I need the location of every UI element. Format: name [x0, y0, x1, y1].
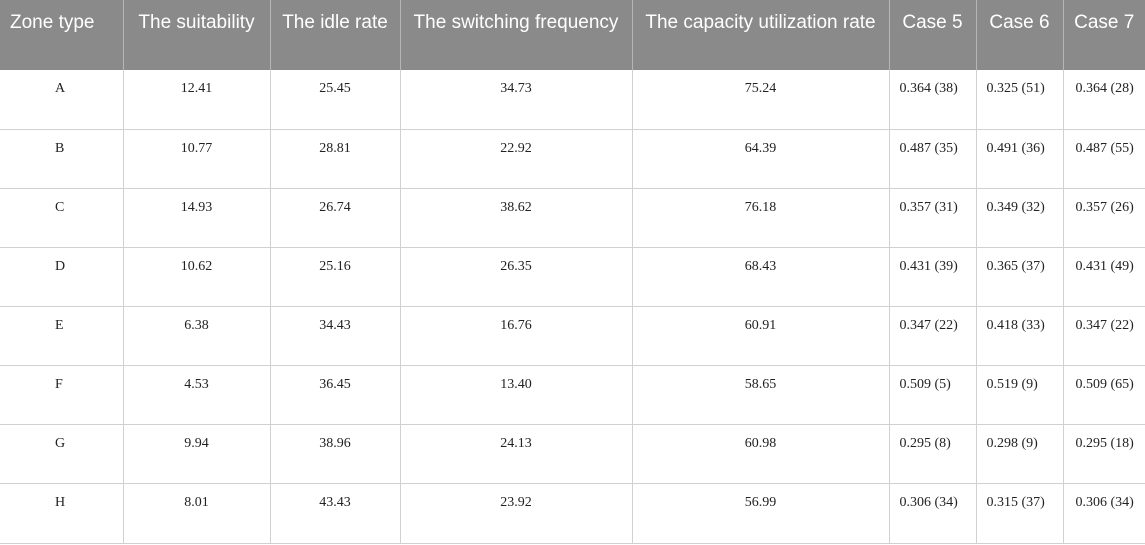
- table-row: B 10.77 28.81 22.92 64.39 0.487 (35) 0.4…: [0, 129, 1145, 189]
- cell-switching-frequency: 24.13: [400, 424, 633, 484]
- cell-capacity-utilization-rate: 58.65: [632, 365, 890, 425]
- cell-switching-frequency: 22.92: [400, 129, 633, 189]
- cell-case-7: 0.295 (18): [1063, 424, 1145, 484]
- cell-switching-frequency: 23.92: [400, 483, 633, 544]
- cell-case-5: 0.306 (34): [889, 483, 977, 544]
- cell-idle-rate: 25.16: [270, 247, 401, 307]
- cell-case-5: 0.357 (31): [889, 188, 977, 248]
- cell-capacity-utilization-rate: 75.24: [632, 70, 890, 130]
- cell-capacity-utilization-rate: 68.43: [632, 247, 890, 307]
- cell-idle-rate: 36.45: [270, 365, 401, 425]
- cell-case-5: 0.487 (35): [889, 129, 977, 189]
- cell-idle-rate: 43.43: [270, 483, 401, 544]
- cell-switching-frequency: 13.40: [400, 365, 633, 425]
- cell-zone-type: H: [0, 483, 124, 544]
- cell-suitability: 9.94: [123, 424, 271, 484]
- table-header: Zone type The suitability The idle rate …: [0, 0, 1145, 70]
- header-row: Zone type The suitability The idle rate …: [0, 0, 1145, 70]
- cell-suitability: 10.62: [123, 247, 271, 307]
- cell-capacity-utilization-rate: 60.98: [632, 424, 890, 484]
- table-row: F 4.53 36.45 13.40 58.65 0.509 (5) 0.519…: [0, 365, 1145, 425]
- cell-capacity-utilization-rate: 56.99: [632, 483, 890, 544]
- header-case-7: Case 7: [1063, 0, 1145, 70]
- cell-suitability: 6.38: [123, 306, 271, 366]
- header-case-6: Case 6: [976, 0, 1064, 70]
- cell-case-6: 0.491 (36): [976, 129, 1064, 189]
- cell-capacity-utilization-rate: 60.91: [632, 306, 890, 366]
- table-row: H 8.01 43.43 23.92 56.99 0.306 (34) 0.31…: [0, 483, 1145, 544]
- cell-case-6: 0.365 (37): [976, 247, 1064, 307]
- cell-case-5: 0.509 (5): [889, 365, 977, 425]
- cell-zone-type: C: [0, 188, 124, 248]
- cell-case-6: 0.325 (51): [976, 70, 1064, 130]
- cell-suitability: 8.01: [123, 483, 271, 544]
- header-suitability: The suitability: [123, 0, 271, 70]
- header-switching-frequency: The switching frequency: [400, 0, 633, 70]
- cell-case-6: 0.519 (9): [976, 365, 1064, 425]
- cell-case-7: 0.487 (55): [1063, 129, 1145, 189]
- cell-case-6: 0.298 (9): [976, 424, 1064, 484]
- table-row: A 12.41 25.45 34.73 75.24 0.364 (38) 0.3…: [0, 70, 1145, 130]
- cell-case-7: 0.357 (26): [1063, 188, 1145, 248]
- cell-idle-rate: 38.96: [270, 424, 401, 484]
- cell-suitability: 12.41: [123, 70, 271, 130]
- header-capacity-utilization-rate: The capacity utilization rate: [632, 0, 890, 70]
- cell-zone-type: F: [0, 365, 124, 425]
- table-row: C 14.93 26.74 38.62 76.18 0.357 (31) 0.3…: [0, 188, 1145, 248]
- cell-case-5: 0.364 (38): [889, 70, 977, 130]
- cell-case-5: 0.347 (22): [889, 306, 977, 366]
- cell-capacity-utilization-rate: 76.18: [632, 188, 890, 248]
- header-case-5: Case 5: [889, 0, 977, 70]
- cell-switching-frequency: 26.35: [400, 247, 633, 307]
- cell-case-6: 0.315 (37): [976, 483, 1064, 544]
- cell-idle-rate: 28.81: [270, 129, 401, 189]
- cell-case-6: 0.418 (33): [976, 306, 1064, 366]
- cell-zone-type: D: [0, 247, 124, 307]
- table-row: E 6.38 34.43 16.76 60.91 0.347 (22) 0.41…: [0, 306, 1145, 366]
- cell-case-5: 0.431 (39): [889, 247, 977, 307]
- cell-switching-frequency: 34.73: [400, 70, 633, 130]
- cell-capacity-utilization-rate: 64.39: [632, 129, 890, 189]
- cell-suitability: 4.53: [123, 365, 271, 425]
- cell-case-6: 0.349 (32): [976, 188, 1064, 248]
- cell-case-7: 0.509 (65): [1063, 365, 1145, 425]
- table-row: D 10.62 25.16 26.35 68.43 0.431 (39) 0.3…: [0, 247, 1145, 307]
- cell-idle-rate: 34.43: [270, 306, 401, 366]
- cell-switching-frequency: 16.76: [400, 306, 633, 366]
- cell-idle-rate: 25.45: [270, 70, 401, 130]
- cell-zone-type: E: [0, 306, 124, 366]
- cell-suitability: 10.77: [123, 129, 271, 189]
- table-body: A 12.41 25.45 34.73 75.24 0.364 (38) 0.3…: [0, 70, 1145, 544]
- cell-switching-frequency: 38.62: [400, 188, 633, 248]
- cell-case-7: 0.364 (28): [1063, 70, 1145, 130]
- table-row: G 9.94 38.96 24.13 60.98 0.295 (8) 0.298…: [0, 424, 1145, 484]
- cell-case-7: 0.347 (22): [1063, 306, 1145, 366]
- cell-idle-rate: 26.74: [270, 188, 401, 248]
- cell-suitability: 14.93: [123, 188, 271, 248]
- header-idle-rate: The idle rate: [270, 0, 401, 70]
- header-zone-type: Zone type: [0, 0, 124, 70]
- cell-zone-type: G: [0, 424, 124, 484]
- cell-zone-type: B: [0, 129, 124, 189]
- cell-case-7: 0.306 (34): [1063, 483, 1145, 544]
- cell-zone-type: A: [0, 70, 124, 130]
- cell-case-7: 0.431 (49): [1063, 247, 1145, 307]
- cell-case-5: 0.295 (8): [889, 424, 977, 484]
